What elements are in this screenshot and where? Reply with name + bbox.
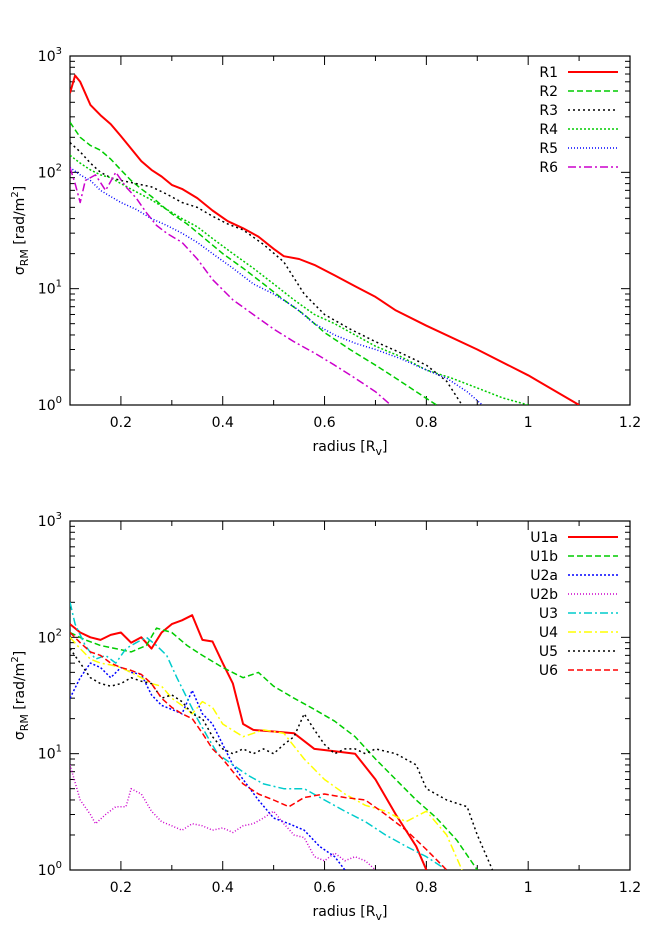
y-tick-label: 100 bbox=[38, 395, 62, 414]
x-tick-label: 0.4 bbox=[212, 415, 234, 431]
y-axis-label: σRM [rad/m2] bbox=[10, 651, 31, 740]
x-tick-label: 1.2 bbox=[619, 415, 641, 431]
x-tick-label: 0.8 bbox=[415, 415, 437, 431]
plot-frame bbox=[69, 55, 631, 406]
series-line-u6 bbox=[70, 631, 448, 870]
y-tick-label: 101 bbox=[38, 279, 62, 298]
legend-label-r3: R3 bbox=[539, 103, 558, 119]
legend-label-r2: R2 bbox=[539, 84, 558, 100]
series-line-r3 bbox=[70, 142, 463, 405]
legend-label-r1: R1 bbox=[539, 65, 558, 81]
series-group bbox=[70, 74, 580, 405]
legend-label-u4: U4 bbox=[539, 625, 558, 641]
y-tick-label: 103 bbox=[38, 46, 62, 65]
chart-panel-1: 100 101 102 103 0.2 0.4 0.6 0.8 1 1.2 radius [Rv] σ… bbox=[10, 46, 641, 458]
series-line-u4 bbox=[70, 636, 463, 870]
x-tick-label: 0.4 bbox=[212, 880, 234, 896]
series-line-u2a bbox=[70, 662, 346, 870]
legend-label-r6: R6 bbox=[539, 160, 558, 176]
x-tick-label: 1 bbox=[524, 415, 533, 431]
x-tick-label: 1.2 bbox=[619, 880, 641, 896]
legend-label-u1b: U1b bbox=[530, 549, 558, 565]
legend-label-u6: U6 bbox=[539, 663, 558, 679]
series-group bbox=[70, 602, 494, 870]
series-line-u1b bbox=[70, 627, 478, 870]
series-line-u5 bbox=[70, 648, 494, 870]
legend-label-u1a: U1a bbox=[530, 530, 558, 546]
y-tick-label: 100 bbox=[38, 860, 62, 879]
x-tick-label: 0.2 bbox=[110, 415, 132, 431]
y-axis-label: σRM [rad/m2] bbox=[10, 186, 31, 275]
y-tick-label: 102 bbox=[38, 627, 62, 646]
series-line-r1 bbox=[70, 74, 580, 405]
legend-label-u2a: U2a bbox=[530, 568, 558, 584]
x-axis-label: radius [Rv] bbox=[313, 904, 388, 923]
x-tick-label: 0.8 bbox=[415, 880, 437, 896]
series-line-r2 bbox=[70, 121, 437, 405]
series-line-u2b bbox=[70, 764, 377, 870]
y-tick-label: 101 bbox=[38, 744, 62, 763]
y-tick-label: 102 bbox=[38, 162, 62, 181]
legend-label-u5: U5 bbox=[539, 644, 558, 660]
legend-label-u2b: U2b bbox=[530, 587, 558, 603]
x-tick-label: 1 bbox=[524, 880, 533, 896]
series-line-r6 bbox=[70, 167, 392, 405]
series-line-r4 bbox=[70, 154, 529, 405]
series-line-r5 bbox=[70, 166, 483, 405]
series-line-u1a bbox=[70, 614, 428, 870]
x-tick-label: 0.2 bbox=[110, 880, 132, 896]
chart-panel-2: 100 101 102 103 0.2 0.4 0.6 0.8 1 1.2 radius [Rv] σ… bbox=[10, 511, 641, 923]
x-tick-label: 0.6 bbox=[313, 880, 335, 896]
series-line-u3 bbox=[70, 602, 448, 870]
legend-label-r4: R4 bbox=[539, 122, 558, 138]
legend-label-u3: U3 bbox=[539, 606, 558, 622]
plot-frame bbox=[69, 520, 631, 871]
x-axis-label: radius [Rv] bbox=[313, 439, 388, 458]
y-tick-label: 103 bbox=[38, 511, 62, 530]
legend-label-r5: R5 bbox=[539, 141, 558, 157]
x-tick-label: 0.6 bbox=[313, 415, 335, 431]
